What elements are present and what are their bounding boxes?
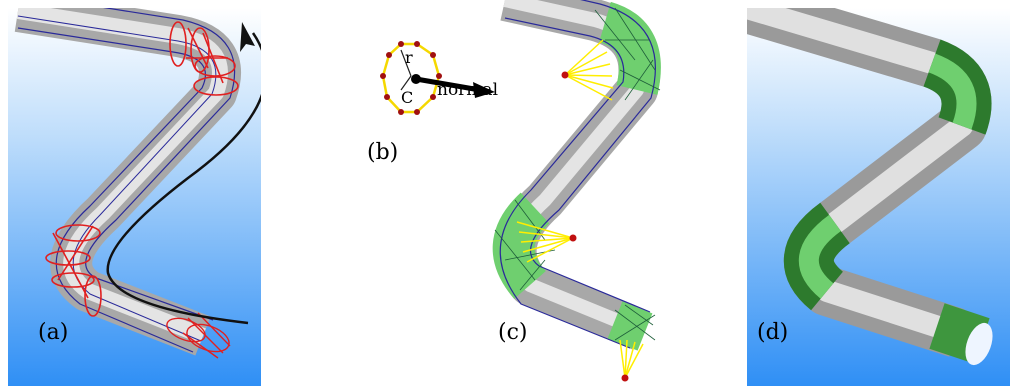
fan-end — [619, 339, 644, 379]
panel-c-label: (c) — [498, 320, 528, 345]
normal-arrow-head-icon — [473, 82, 495, 98]
fan-middle — [516, 221, 574, 263]
joint-green-middle-highlight — [799, 214, 842, 299]
normal-label: normal — [437, 80, 499, 100]
end-cap — [965, 322, 993, 366]
panel-b-label: (b) — [367, 140, 399, 165]
panel-d-label: (d) — [757, 320, 789, 345]
panel-d: (d) — [747, 8, 1010, 386]
arrow-head-icon — [240, 22, 255, 52]
fan-apex-middle — [569, 234, 577, 242]
cross-section-vertices — [380, 41, 442, 115]
joint-green-end — [607, 301, 653, 351]
mesh-line — [499, 17, 631, 349]
center-line — [400, 75, 412, 91]
radius-line — [400, 49, 412, 77]
panel-c-figure — [492, 0, 661, 382]
joint-rings-top — [169, 21, 239, 96]
panel-b-figure — [380, 41, 495, 115]
end-cap-mesh — [166, 312, 231, 359]
panel-b: r C normal (b) — [345, 30, 525, 180]
fan-apex-top — [561, 71, 569, 79]
joint-green-middle — [492, 192, 550, 299]
panel-a-label: (a) — [38, 320, 69, 345]
joint-green-top-highlight — [928, 53, 977, 130]
center-label: C — [401, 88, 414, 107]
panel-d-figure — [747, 8, 1010, 386]
tube-highlight — [16, 8, 228, 344]
panel-a-figure — [8, 8, 261, 386]
panel-a: (a) — [8, 8, 261, 386]
normal-arrow — [415, 76, 481, 93]
panel-c: (c) — [475, 0, 675, 387]
mesh-line — [85, 8, 236, 321]
fan-apex-end — [621, 374, 629, 382]
mesh-line — [529, 0, 656, 313]
joint-triangulation — [494, 7, 661, 341]
joint-rings-bottom — [45, 224, 102, 317]
radius-label: r — [405, 48, 413, 67]
fan-top — [564, 39, 614, 101]
skeleton-curve — [106, 32, 261, 325]
joint-green-top — [597, 1, 661, 95]
